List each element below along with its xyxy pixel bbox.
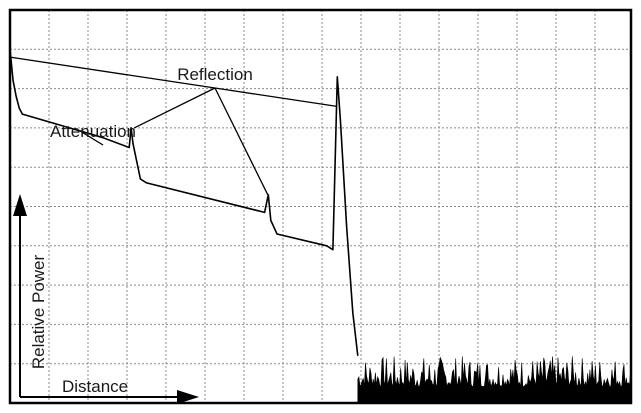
y-axis-label: Relative Power: [29, 254, 48, 369]
reflection-label: Reflection: [177, 65, 253, 84]
trace-line: [10, 49, 359, 356]
reflection-callout-line: [214, 87, 337, 107]
attenuation-label: Attenuation: [50, 122, 136, 141]
attenuation-callout-line: [81, 131, 104, 146]
y-axis-arrow: [13, 194, 27, 397]
noise-floor: [357, 356, 631, 403]
reflection-callout-line: [214, 87, 269, 195]
plot-frame: [8, 8, 633, 405]
callouts: [9, 56, 337, 195]
x-axis-label: Distance: [62, 377, 128, 396]
grid: [10, 10, 631, 403]
trace: [10, 49, 631, 403]
reflection-callout-line: [133, 87, 216, 129]
x-axis-arrow: [20, 390, 199, 404]
reflection-callout-line: [9, 56, 216, 89]
